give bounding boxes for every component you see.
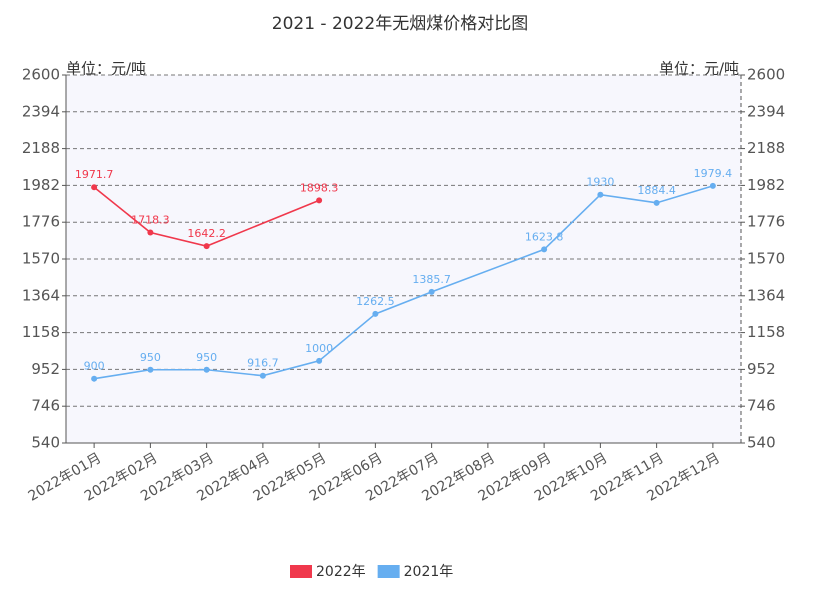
y-tick-label: 2188 [22,139,60,157]
data-point [372,310,379,317]
y-tick-label: 1158 [22,323,60,341]
y-tick-label: 540 [31,434,60,452]
data-label: 916.7 [247,357,279,370]
y2-tick-label: 746 [747,397,776,415]
data-point [203,366,210,373]
data-point [316,197,323,204]
data-point [91,184,98,191]
y-tick-label: 746 [31,397,60,415]
data-point [653,199,660,206]
data-point [709,182,716,189]
data-label: 950 [196,351,217,364]
y2-tick-label: 1364 [747,286,785,304]
data-point [597,191,604,198]
data-point [316,357,323,364]
data-point [147,229,154,236]
data-point [91,375,98,382]
data-label: 1000 [305,342,333,355]
data-label: 1884.4 [637,184,676,197]
y-tick-label: 1776 [22,213,60,231]
data-point [147,366,154,373]
y2-tick-label: 2600 [747,66,785,84]
y2-tick-label: 1158 [747,323,785,341]
y-tick-label: 952 [31,360,60,378]
data-label: 900 [84,360,105,373]
data-label: 1385.7 [412,273,451,286]
data-label: 1623.8 [525,230,564,243]
data-label: 1642.2 [187,227,226,240]
data-label: 1971.7 [75,168,114,181]
series-line [93,186,320,247]
y-tick-label: 1982 [22,176,60,194]
y2-tick-label: 2394 [747,102,785,120]
y-tick-label: 2394 [22,102,60,120]
data-point [428,288,435,295]
data-label: 1718.3 [131,214,170,227]
data-label: 1262.5 [356,295,395,308]
y-axis-label: 单位：元/吨 [66,60,146,78]
data-point [259,372,266,379]
legend-swatch [377,565,400,578]
data-label: 1898.3 [300,181,339,194]
y2-tick-label: 1776 [747,213,785,231]
data-point [541,246,548,253]
data-point [203,243,210,250]
data-label: 1930 [586,176,614,189]
y-tick-label: 1570 [22,250,60,268]
y2-tick-label: 540 [747,434,776,452]
y2-tick-label: 1570 [747,250,785,268]
legend-label: 2022年 [316,564,366,580]
legend-swatch [290,565,312,578]
legend-label: 2021年 [404,564,454,580]
data-label: 950 [140,351,161,364]
y2-tick-label: 1982 [747,176,785,194]
y-tick-label: 2600 [22,66,60,84]
y-tick-label: 1364 [22,286,60,304]
data-label: 1979.4 [694,167,733,180]
y2-axis-label: 单位：元/吨 [659,60,739,78]
y2-tick-label: 2188 [747,139,785,157]
chart-title: 2021 - 2022年无烟煤价格对比图 [272,14,528,34]
y2-tick-label: 952 [747,360,776,378]
